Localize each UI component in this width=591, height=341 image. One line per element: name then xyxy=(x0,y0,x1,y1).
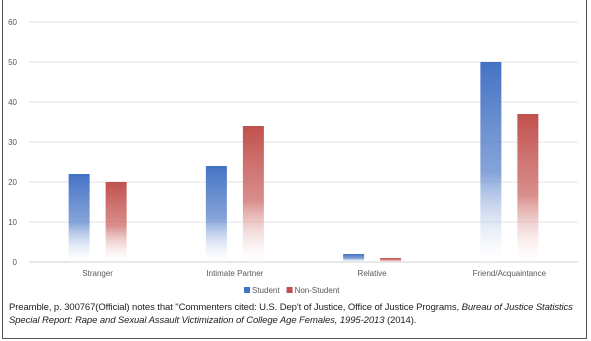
legend: Student Non-Student xyxy=(244,286,340,295)
legend-swatch-non-student xyxy=(286,287,293,293)
category-label-relative: Relative xyxy=(358,269,387,278)
category-label-intimate-partner: Intimate Partner xyxy=(206,269,263,278)
bar-non-student-friend-acquaintance xyxy=(517,114,539,262)
legend-label-student: Student xyxy=(252,286,280,295)
source-caption: Preamble, p. 300767(Official) notes that… xyxy=(9,301,587,327)
category-label-stranger: Stranger xyxy=(82,269,113,278)
y-tick-label-10: 10 xyxy=(8,218,17,227)
y-axis-tick-labels: 0 10 20 30 40 50 60 xyxy=(8,18,17,267)
legend-swatch-student xyxy=(244,287,250,293)
y-tick-label-60: 60 xyxy=(8,18,17,27)
y-tick-label-50: 50 xyxy=(8,58,17,67)
bar-non-student-relative xyxy=(380,258,402,262)
y-tick-label-20: 20 xyxy=(8,178,17,187)
caption-text-start: Preamble, p. 300767(Official) notes that… xyxy=(9,302,462,313)
x-axis-category-labels: Stranger Intimate Partner Relative Friend/A… xyxy=(82,269,546,278)
bar-non-student-intimate-partner xyxy=(242,126,264,262)
y-tick-label-0: 0 xyxy=(13,258,18,267)
bar-student-intimate-partner xyxy=(205,166,227,262)
bar-chart: 0 10 20 30 40 50 60 Stranger Intimate Partner Re… xyxy=(8,18,578,295)
legend-label-non-student: Non-Student xyxy=(295,286,341,295)
bar-student-stranger xyxy=(68,174,90,262)
caption-report-title: Bureau of Justice Statistics Special Rep… xyxy=(9,302,573,326)
y-tick-label-40: 40 xyxy=(8,98,17,107)
bar-student-relative xyxy=(343,254,365,262)
y-tick-label-30: 30 xyxy=(8,138,17,147)
bar-non-student-stranger xyxy=(105,182,127,262)
bar-student-friend-acquaintance xyxy=(480,62,502,262)
category-label-friend-acquaintance: Friend/Acquaintance xyxy=(473,269,547,278)
caption-text-end: (2014). xyxy=(384,315,417,326)
bars xyxy=(68,62,539,262)
